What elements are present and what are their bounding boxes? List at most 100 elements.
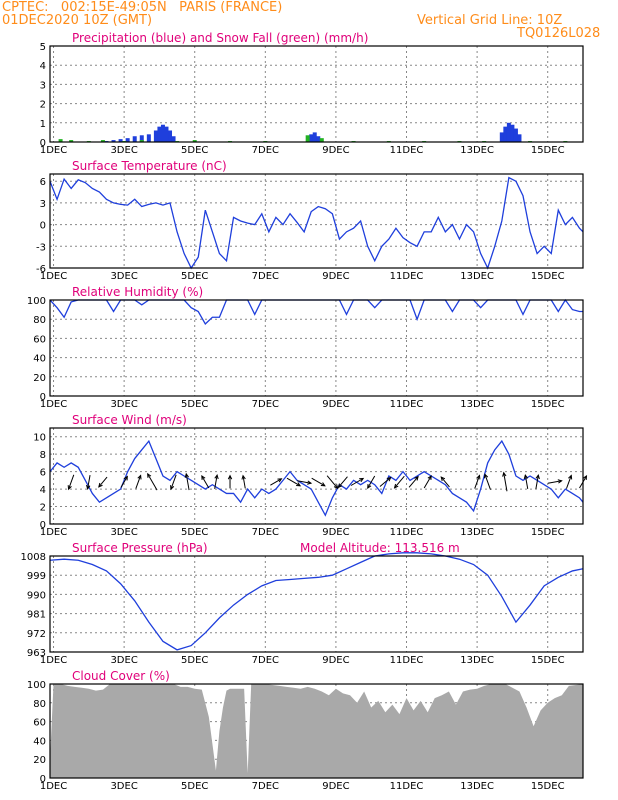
- series-line: [49, 298, 583, 326]
- y-tick-label: 3: [40, 80, 46, 91]
- precip-bar-green: [139, 140, 144, 142]
- x-tick-label: 9DEC: [322, 781, 349, 792]
- wind-arrow-head: [137, 474, 142, 480]
- y-tick-label: 100: [27, 296, 46, 307]
- wind-arrow: [87, 475, 91, 489]
- panel-frame: [49, 173, 584, 269]
- x-tick-label: 5DEC: [181, 271, 208, 282]
- wind-arrow: [367, 475, 376, 489]
- wind-arrow: [338, 476, 348, 488]
- wind-arrow-head: [476, 474, 481, 480]
- wind-arrow: [535, 475, 539, 489]
- wind-arrow: [408, 476, 419, 488]
- wind-arrow-head: [333, 484, 339, 490]
- series-line: [49, 439, 584, 517]
- series-line: [49, 176, 584, 270]
- y-tick-label: -3: [36, 242, 46, 253]
- precip-bar-blue: [132, 136, 137, 142]
- y-tick-label: -6: [36, 264, 46, 275]
- x-tick-label: 11DEC: [390, 399, 424, 410]
- x-tick-label: 3DEC: [110, 145, 137, 156]
- precip-bar-blue: [312, 132, 317, 142]
- wind-arrow: [297, 480, 312, 484]
- y-tick-label: 3: [40, 199, 46, 210]
- x-tick-label: 9DEC: [322, 655, 349, 666]
- wind-arrow: [185, 473, 190, 491]
- wind-arrow-head: [367, 484, 372, 490]
- precip-bar-blue: [506, 122, 511, 142]
- precip-bar-blue: [125, 138, 130, 142]
- y-tick-label: 0: [40, 520, 46, 531]
- x-tick-label: 13DEC: [460, 781, 494, 792]
- y-tick-label: 60: [33, 334, 46, 345]
- wind-arrow: [379, 477, 392, 487]
- y-tick-label: 4: [40, 61, 46, 72]
- wind-arrow: [524, 475, 529, 489]
- x-tick-label: 11DEC: [390, 145, 424, 156]
- wind-arrow-head: [414, 475, 419, 481]
- wind-arrow-head: [337, 483, 343, 489]
- series-line: [49, 552, 584, 651]
- wind-arrow: [326, 475, 339, 489]
- x-tick-label: 13DEC: [460, 271, 494, 282]
- y-tick-label: 0: [40, 774, 46, 785]
- wind-arrow-head: [483, 473, 489, 479]
- x-tick-label: 7DEC: [252, 527, 279, 538]
- panel-frame: [49, 683, 584, 779]
- wind-arrow-head: [557, 479, 563, 484]
- wind-arrow: [214, 475, 218, 489]
- x-tick-label: 5DEC: [181, 399, 208, 410]
- y-tick-label: 1008: [21, 552, 46, 563]
- panel-title: Surface Wind (m/s): [72, 413, 187, 427]
- x-tick-label: 3DEC: [110, 781, 137, 792]
- precip-bar-green: [69, 140, 74, 142]
- wind-arrow: [440, 476, 450, 488]
- wind-arrow-head: [307, 480, 313, 485]
- precip-bar-blue: [164, 126, 169, 142]
- wind-arrow-head: [241, 474, 246, 480]
- wind-arrow: [120, 476, 128, 488]
- precip-bar-blue: [168, 130, 173, 142]
- y-tick-label: 1: [40, 119, 46, 130]
- y-tick-label: 0: [40, 138, 46, 149]
- x-tick-label: 3DEC: [110, 271, 137, 282]
- x-tick-label: 13DEC: [460, 527, 494, 538]
- wind-arrow: [286, 477, 301, 487]
- wind-arrow-head: [582, 474, 588, 480]
- header-code: TQ0126L028: [517, 26, 601, 41]
- panel-title: Surface Pressure (hPa): [72, 541, 208, 555]
- x-tick-label: 11DEC: [390, 527, 424, 538]
- model-altitude-label: Model Altitude: 113.516 m: [300, 541, 460, 555]
- x-tick-label: 7DEC: [252, 271, 279, 282]
- precip-bar-blue: [171, 136, 176, 142]
- precip-bar-green: [305, 135, 310, 142]
- y-tick-label: 2: [40, 100, 46, 111]
- panel-frame: [49, 299, 584, 397]
- precip-bar-blue: [510, 124, 515, 142]
- header-line2: 01DEC2020 10Z (GMT): [2, 13, 153, 28]
- x-tick-label: 1DEC: [40, 399, 67, 410]
- wind-arrow: [566, 475, 572, 489]
- y-tick-label: 40: [33, 354, 46, 365]
- y-tick-label: 8: [40, 450, 46, 461]
- wind-arrow-head: [568, 474, 573, 480]
- y-tick-label: 0: [40, 392, 46, 403]
- precip-bar-blue: [160, 124, 165, 142]
- y-tick-label: 10: [33, 433, 46, 444]
- wind-arrow-head: [440, 476, 446, 482]
- wind-arrow-head: [502, 471, 507, 477]
- wind-arrow-head: [67, 485, 72, 491]
- x-tick-label: 3DEC: [110, 399, 137, 410]
- y-tick-label: 80: [33, 699, 46, 710]
- precip-bar-green: [58, 139, 63, 142]
- x-tick-label: 1DEC: [40, 527, 67, 538]
- x-tick-label: 9DEC: [322, 399, 349, 410]
- wind-arrow: [201, 475, 210, 489]
- header-line1: CPTEC: 002:15E-49:05N PARIS (FRANCE): [2, 0, 283, 15]
- x-tick-label: 15DEC: [531, 399, 565, 410]
- y-tick-label: 2: [40, 503, 46, 514]
- x-tick-label: 15DEC: [531, 655, 565, 666]
- panel-title: Surface Temperature (nC): [72, 159, 227, 173]
- wind-arrow-head: [123, 475, 128, 481]
- y-tick-label: 5: [40, 42, 46, 53]
